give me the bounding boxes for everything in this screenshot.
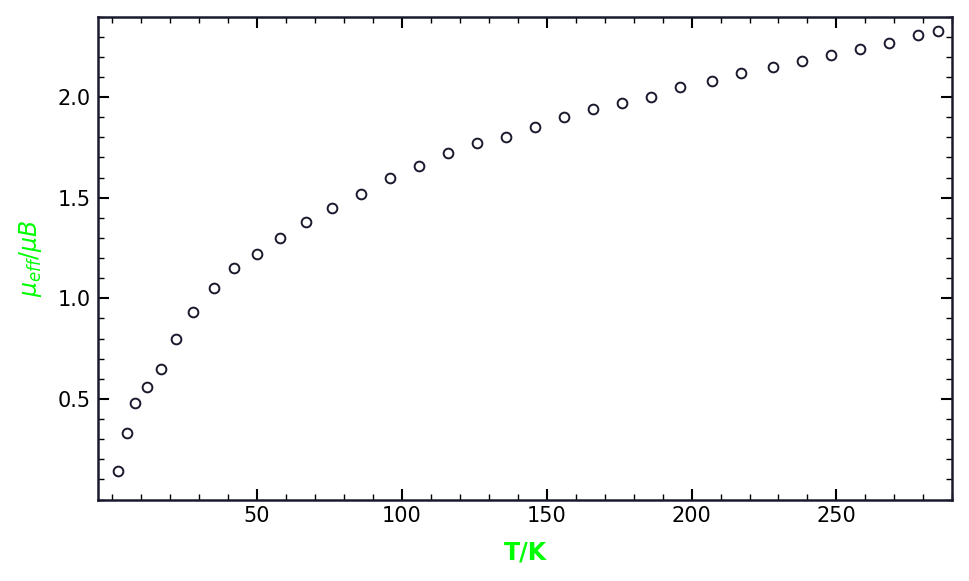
- X-axis label: T/K: T/K: [504, 540, 547, 564]
- Y-axis label: $\mu_{eff}/\mu B$: $\mu_{eff}/\mu B$: [16, 219, 44, 297]
